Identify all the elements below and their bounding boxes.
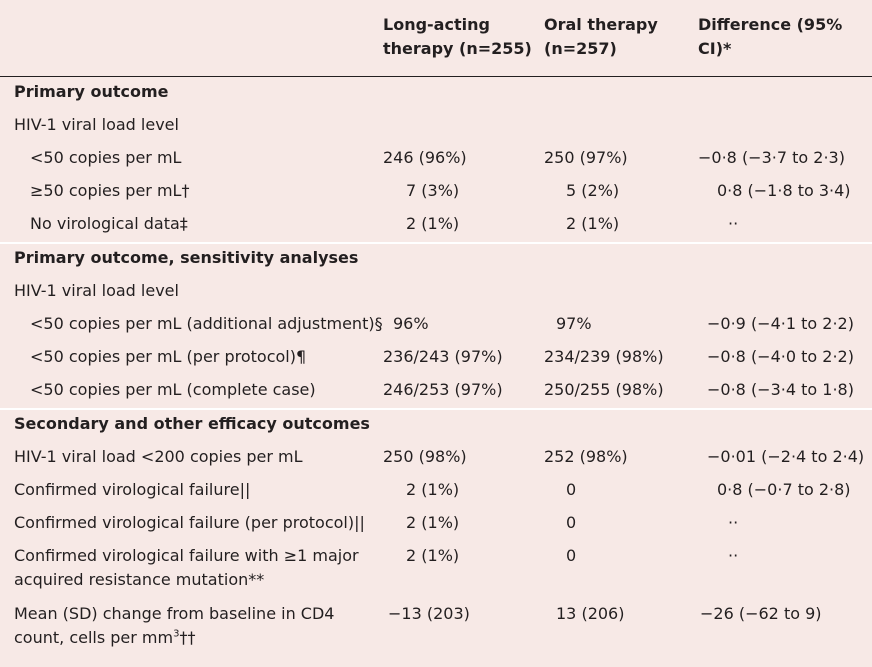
row-label-line1: Confirmed virological failure with ≥1 ma… (14, 546, 359, 565)
section-row-secondary: Secondary and other efficacy outcomes (0, 411, 872, 441)
cell-difference: −0·8 (−3·7 to 2·3) (698, 148, 845, 167)
cell-long-acting: 2 (1%) (406, 513, 460, 532)
section-row-sensitivity: Primary outcome, sensitivity analyses (0, 245, 872, 275)
cell-oral: 250 (97%) (544, 148, 628, 167)
cell-oral: 97% (556, 314, 592, 333)
row-label: <50 copies per mL (30, 148, 182, 167)
table-row: HIV-1 viral load level (0, 278, 872, 308)
section-heading: Secondary and other efficacy outcomes (14, 414, 370, 433)
section-heading: Primary outcome, sensitivity analyses (14, 248, 359, 267)
cell-long-acting: 236/243 (97%) (383, 347, 503, 366)
cell-oral: 0 (566, 546, 577, 565)
cell-long-acting: −13 (203) (388, 604, 470, 623)
table-row: Mean (SD) change from baseline in CD4 co… (0, 601, 872, 653)
section-divider (0, 242, 872, 244)
table-row: <50 copies per mL 246 (96%) 250 (97%) −0… (0, 145, 872, 175)
table-row: No virological data‡ 2 (1%) 2 (1%) ·· (0, 211, 872, 241)
cell-oral: 252 (98%) (544, 447, 628, 466)
cell-oral: 0 (566, 513, 577, 532)
row-label: HIV-1 viral load <200 copies per mL (14, 447, 303, 466)
cell-long-acting: 2 (1%) (406, 480, 460, 499)
row-label: <50 copies per mL (complete case) (30, 380, 316, 399)
row-label-line2-text: count, cells per mm (14, 628, 174, 647)
cell-long-acting: 7 (3%) (406, 181, 460, 200)
table-row: Confirmed virological failure with ≥1 ma… (0, 543, 872, 595)
row-label-line1: Mean (SD) change from baseline in CD4 (14, 604, 335, 623)
cell-long-acting: 246/253 (97%) (383, 380, 503, 399)
table-row: HIV-1 viral load level (0, 112, 872, 142)
cell-difference: 0·8 (−1·8 to 3·4) (717, 181, 851, 200)
row-label: HIV-1 viral load level (14, 281, 179, 300)
section-row-primary-outcome: Primary outcome (0, 79, 872, 109)
row-label: <50 copies per mL (additional adjustment… (30, 314, 383, 333)
cell-oral: 5 (2%) (566, 181, 620, 200)
table-row: <50 copies per mL (additional adjustment… (0, 311, 872, 341)
row-label: No virological data‡ (30, 214, 188, 233)
cell-long-acting: 2 (1%) (406, 214, 460, 233)
column-header-difference: Difference (95% CI)* (698, 15, 843, 58)
row-label-line2-footnote: †† (179, 628, 196, 647)
column-header-long-acting-line2: therapy (n=255) (383, 39, 532, 58)
header-divider (0, 76, 872, 77)
cell-difference: ·· (728, 546, 739, 565)
column-header-long-acting: Long-acting therapy (n=255) (383, 13, 543, 61)
table-row: <50 copies per mL (per protocol)¶ 236/24… (0, 344, 872, 374)
cell-difference: −0·01 (−2·4 to 2·4) (707, 447, 865, 466)
cell-difference: ·· (728, 214, 739, 233)
table-header: Long-acting therapy (n=255) Oral therapy… (0, 0, 872, 76)
section-heading: Primary outcome (14, 82, 169, 101)
cell-difference: ·· (728, 513, 739, 532)
superscript: 3 (173, 628, 180, 640)
column-header-oral: Oral therapy (n=257) (544, 13, 684, 61)
cell-oral: 13 (206) (556, 604, 625, 623)
row-label: ≥50 copies per mL† (30, 181, 190, 200)
cell-oral: 0 (566, 480, 577, 499)
cell-long-acting: 2 (1%) (406, 546, 460, 565)
row-label-line2: acquired resistance mutation** (14, 570, 265, 589)
table-row: Confirmed virological failure (per proto… (0, 510, 872, 540)
row-label: HIV-1 viral load level (14, 115, 179, 134)
table-row: Confirmed virological failure|| 2 (1%) 0… (0, 477, 872, 507)
column-header-oral-line2: (n=257) (544, 39, 617, 58)
cell-difference: −0·9 (−4·1 to 2·2) (707, 314, 854, 333)
row-label: Confirmed virological failure|| (14, 480, 251, 499)
table-row: <50 copies per mL (complete case) 246/25… (0, 377, 872, 407)
table-row: ≥50 copies per mL† 7 (3%) 5 (2%) 0·8 (−1… (0, 178, 872, 208)
row-label: Confirmed virological failure (per proto… (14, 513, 365, 532)
section-divider (0, 408, 872, 410)
cell-difference: −0·8 (−4·0 to 2·2) (707, 347, 854, 366)
cell-long-acting: 246 (96%) (383, 148, 467, 167)
column-header-oral-line1: Oral therapy (544, 15, 658, 34)
column-header-long-acting-line1: Long-acting (383, 15, 490, 34)
cell-difference: −0·8 (−3·4 to 1·8) (707, 380, 854, 399)
cell-oral: 2 (1%) (566, 214, 620, 233)
table-row: HIV-1 viral load <200 copies per mL 250 … (0, 444, 872, 474)
row-label-line2: count, cells per mm3†† (14, 626, 195, 650)
cell-long-acting: 250 (98%) (383, 447, 467, 466)
row-label: <50 copies per mL (per protocol)¶ (30, 347, 307, 366)
cell-oral: 234/239 (98%) (544, 347, 664, 366)
cell-oral: 250/255 (98%) (544, 380, 664, 399)
cell-difference: −26 (−62 to 9) (700, 604, 822, 623)
cell-long-acting: 96% (393, 314, 429, 333)
cell-difference: 0·8 (−0·7 to 2·8) (717, 480, 851, 499)
